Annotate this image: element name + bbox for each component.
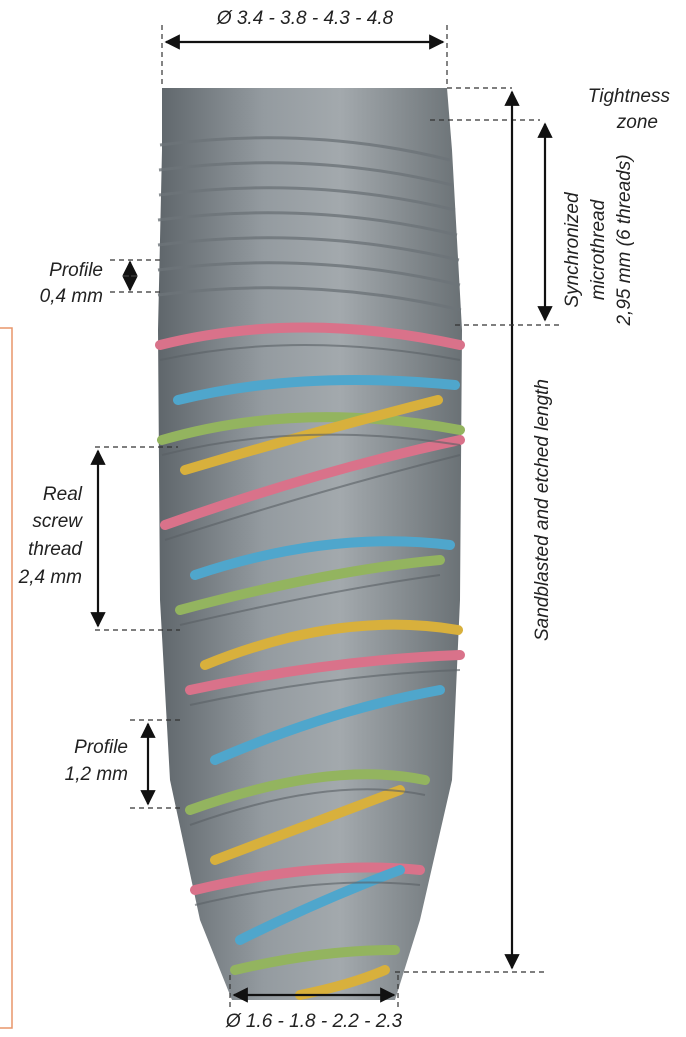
profile-small-dimension: Profile 0,4 mm bbox=[40, 259, 160, 307]
sandblasted-label: Sandblasted and etched length bbox=[532, 379, 553, 641]
implant-body bbox=[155, 88, 465, 1000]
real-line3: thread bbox=[28, 539, 83, 560]
helical-threads bbox=[155, 322, 465, 1000]
real-line1: Real bbox=[43, 484, 83, 505]
thread-shading bbox=[159, 344, 461, 906]
bottom-diameter-label: Ø 1.6 - 1.8 - 2.2 - 2.3 bbox=[225, 1011, 403, 1032]
microthread-line2: microthread bbox=[588, 198, 609, 300]
profile-small-line1: Profile bbox=[49, 260, 103, 281]
microthread-line3: 2,95 mm (6 threads) bbox=[614, 154, 635, 326]
profile-large-dimension: Profile 1,2 mm bbox=[65, 719, 182, 809]
real-line2: screw bbox=[32, 511, 83, 532]
sandblasted-dimension: Sandblasted and etched length bbox=[395, 90, 553, 973]
top-diameter-dimension: Ø 3.4 - 3.8 - 4.3 - 4.8 bbox=[161, 8, 448, 88]
tightness-line1: Tightness bbox=[588, 86, 671, 107]
real-line4: 2,4 mm bbox=[18, 567, 82, 588]
tightness-line2: zone bbox=[616, 112, 658, 133]
microthreads bbox=[157, 136, 462, 312]
microthread-dimension: Synchronized microthread 2,95 mm (6 thre… bbox=[455, 122, 635, 327]
tightness-zone-dimension: Tightness zone bbox=[430, 86, 670, 133]
profile-large-line1: Profile bbox=[74, 737, 128, 758]
top-diameter-label: Ø 3.4 - 3.8 - 4.3 - 4.8 bbox=[216, 8, 394, 29]
profile-small-line2: 0,4 mm bbox=[40, 286, 103, 307]
orange-frame bbox=[0, 327, 13, 1029]
bottom-diameter-dimension: Ø 1.6 - 1.8 - 2.2 - 2.3 bbox=[225, 975, 403, 1032]
profile-large-line2: 1,2 mm bbox=[65, 764, 128, 785]
microthread-line1: Synchronized bbox=[562, 191, 583, 308]
real-thread-dimension: Real screw thread 2,4 mm bbox=[18, 446, 180, 631]
